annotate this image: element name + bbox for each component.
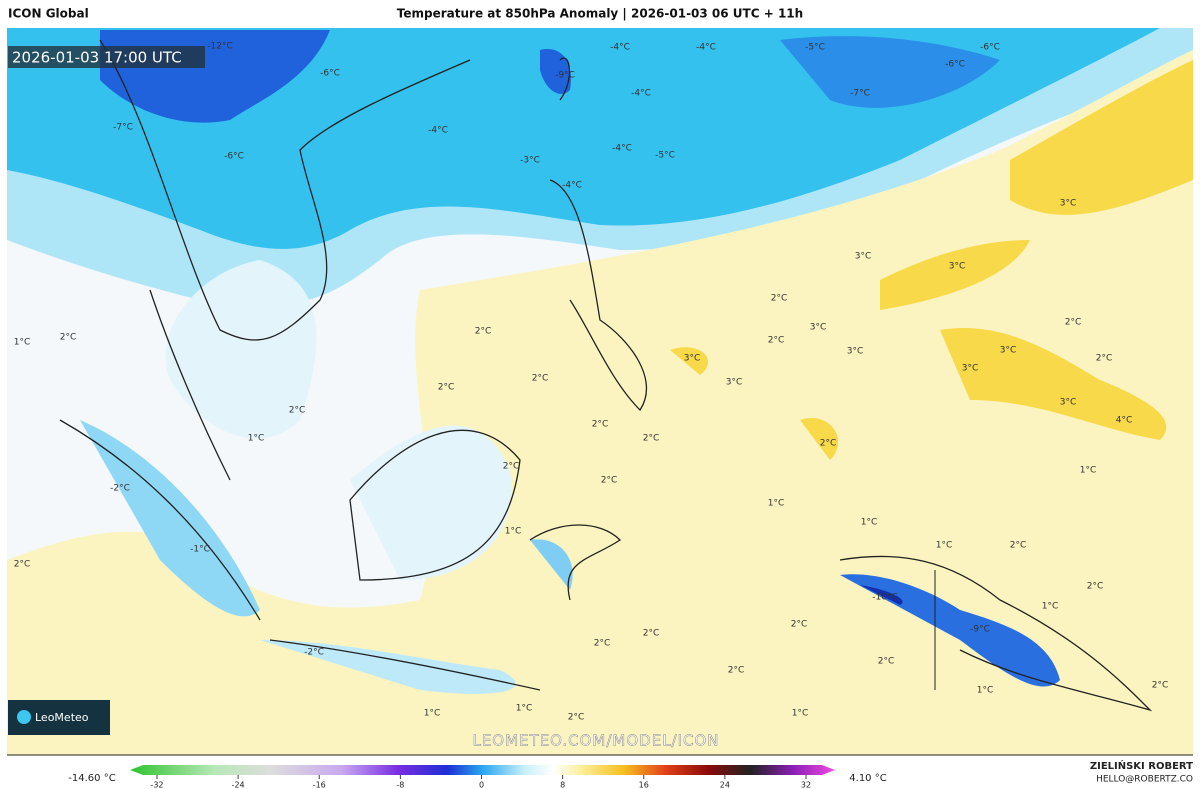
contour-label: -9°C bbox=[970, 625, 990, 635]
contour-label: 2°C bbox=[568, 713, 585, 723]
contour-label: 2°C bbox=[14, 560, 31, 570]
contour-label: -5°C bbox=[805, 43, 825, 53]
contour-label: -6°C bbox=[224, 152, 244, 162]
contour-label: -4°C bbox=[696, 43, 716, 53]
watermark: LEOMETEO.COM/MODEL/ICON bbox=[472, 732, 719, 750]
contour-label: 2°C bbox=[594, 639, 611, 649]
colorbar-tick-label: -24 bbox=[232, 781, 245, 789]
contour-label: -5°C bbox=[655, 151, 675, 161]
contour-label: -10°C bbox=[872, 593, 897, 603]
contour-label: 2°C bbox=[1096, 354, 1113, 364]
contour-label: -1°C bbox=[190, 545, 210, 555]
contour-label: -2°C bbox=[110, 484, 130, 494]
contour-label: -9°C bbox=[555, 71, 575, 81]
contour-label: 2°C bbox=[643, 629, 660, 639]
colorbar-tick-label: -32 bbox=[150, 781, 163, 789]
contour-label: 1°C bbox=[977, 686, 994, 696]
contour-label: 3°C bbox=[1060, 398, 1077, 408]
contour-label: 2°C bbox=[728, 666, 745, 676]
contour-label: 1°C bbox=[248, 434, 265, 444]
contour-label: 1°C bbox=[768, 499, 785, 509]
colorbar-tick-label: 24 bbox=[720, 781, 730, 789]
contour-label: 2°C bbox=[475, 327, 492, 337]
logo: LeoMeteo bbox=[35, 711, 89, 724]
contour-label: 2°C bbox=[768, 336, 785, 346]
contour-label: 3°C bbox=[726, 378, 743, 388]
contour-label: -6°C bbox=[945, 60, 965, 70]
contour-label: 2°C bbox=[771, 294, 788, 304]
contour-label: 2°C bbox=[289, 406, 306, 416]
colorbar-tick-label: 0 bbox=[479, 781, 484, 789]
contour-label: 1°C bbox=[936, 541, 953, 551]
map-title: Temperature at 850hPa Anomaly | 2026-01-… bbox=[397, 7, 803, 21]
contour-label: 1°C bbox=[14, 338, 31, 348]
contour-label: -4°C bbox=[428, 126, 448, 136]
contour-label: -7°C bbox=[850, 89, 870, 99]
email: HELLO@ROBERTZ.CO bbox=[1096, 775, 1193, 785]
min-value: -14.60 °C bbox=[68, 773, 115, 784]
contour-label: 2°C bbox=[643, 434, 660, 444]
contour-label: 1°C bbox=[505, 527, 522, 537]
contour-label: -3°C bbox=[520, 156, 540, 166]
contour-label: 1°C bbox=[1042, 602, 1059, 612]
contour-label: 3°C bbox=[847, 347, 864, 357]
contour-label: 1°C bbox=[861, 518, 878, 528]
contour-label: -4°C bbox=[631, 89, 651, 99]
contour-label: 2°C bbox=[438, 383, 455, 393]
author: ZIELIŃSKI ROBERT bbox=[1090, 759, 1193, 772]
colorbar-tick-label: 32 bbox=[801, 781, 811, 789]
contour-label: 2°C bbox=[1087, 582, 1104, 592]
contour-label: 2°C bbox=[592, 420, 609, 430]
colorbar-tick-label: 16 bbox=[639, 781, 649, 789]
contour-label: 2°C bbox=[820, 439, 837, 449]
max-value: 4.10 °C bbox=[849, 773, 886, 784]
contour-label: 2°C bbox=[1010, 541, 1027, 551]
contour-label: 3°C bbox=[962, 364, 979, 374]
contour-label: 2°C bbox=[503, 462, 520, 472]
colorbar-tick-label: -8 bbox=[396, 781, 404, 789]
contour-label: 2°C bbox=[1152, 681, 1169, 691]
contour-label: 3°C bbox=[810, 323, 827, 333]
contour-label: 2°C bbox=[878, 657, 895, 667]
timestamp-box bbox=[8, 46, 205, 68]
contour-label: -4°C bbox=[610, 43, 630, 53]
contour-label: 2°C bbox=[601, 476, 618, 486]
colorbar-tick-label: -16 bbox=[313, 781, 326, 789]
contour-label: -7°C bbox=[113, 123, 133, 133]
contour-label: 2°C bbox=[1065, 318, 1082, 328]
contour-label: 3°C bbox=[1060, 199, 1077, 209]
contour-label: -4°C bbox=[612, 144, 632, 154]
contour-label: 2°C bbox=[532, 374, 549, 384]
contour-label: 3°C bbox=[949, 262, 966, 272]
contour-label: 3°C bbox=[855, 252, 872, 262]
contour-label: 1°C bbox=[792, 709, 809, 719]
colorbar-tick-label: 8 bbox=[560, 781, 565, 789]
contour-label: -4°C bbox=[562, 181, 582, 191]
contour-label: -6°C bbox=[980, 43, 1000, 53]
contour-label: -2°C bbox=[304, 648, 324, 658]
contour-label: 4°C bbox=[1116, 416, 1133, 426]
timestamp: 2026-01-03 17:00 UTC bbox=[12, 49, 182, 67]
model-name: ICON Global bbox=[8, 7, 89, 21]
contour-label: -12°C bbox=[207, 42, 232, 52]
contour-label: 2°C bbox=[60, 333, 77, 343]
contour-label: 1°C bbox=[1080, 466, 1097, 476]
contour-label: 1°C bbox=[516, 704, 533, 714]
contour-label: 1°C bbox=[424, 709, 441, 719]
contour-label: 2°C bbox=[791, 620, 808, 630]
contour-label: -6°C bbox=[320, 69, 340, 79]
colorbar bbox=[130, 765, 835, 775]
logo-icon bbox=[17, 710, 31, 724]
contour-label: 3°C bbox=[1000, 346, 1017, 356]
map bbox=[7, 28, 1193, 755]
contour-label: 3°C bbox=[684, 354, 701, 364]
